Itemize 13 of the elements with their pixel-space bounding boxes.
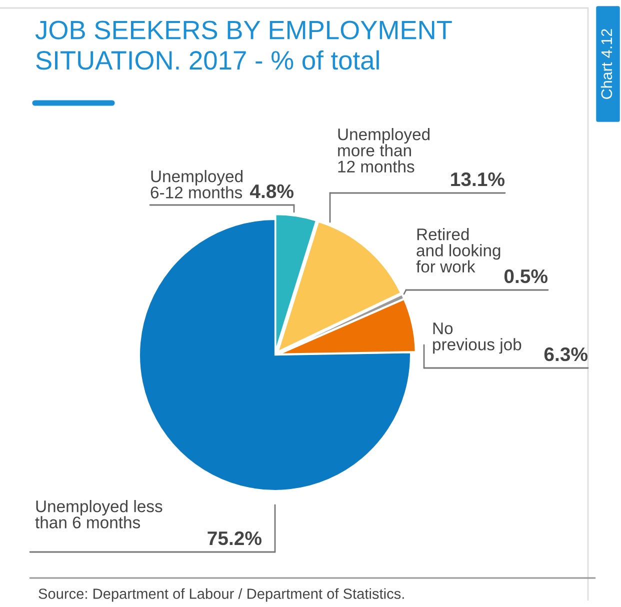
source-note: Source: Department of Labour / Department of Statistics. bbox=[38, 588, 404, 602]
slice-label: Unemployed less than 6 months bbox=[35, 500, 162, 528]
slice-label: Unemployed 6-12 months bbox=[150, 170, 242, 198]
caption: Chart 4.12 bbox=[600, 29, 612, 99]
slice-label: No previous job bbox=[433, 322, 522, 354]
data-label: 75.2% bbox=[208, 531, 262, 546]
data-label: 6.3% bbox=[544, 347, 588, 362]
data-label: 13.1% bbox=[451, 172, 504, 186]
slice-label: Unemployed more than 12 months bbox=[338, 128, 430, 173]
chart-title: JOB SEEKERS BY EMPLOYMENT SITUATION. 2017 - % of total bbox=[35, 20, 452, 70]
data-label: 0.5% bbox=[504, 269, 548, 284]
data-label: 4.8% bbox=[250, 184, 294, 198]
slice-label: Retired and looking for work bbox=[416, 228, 500, 273]
